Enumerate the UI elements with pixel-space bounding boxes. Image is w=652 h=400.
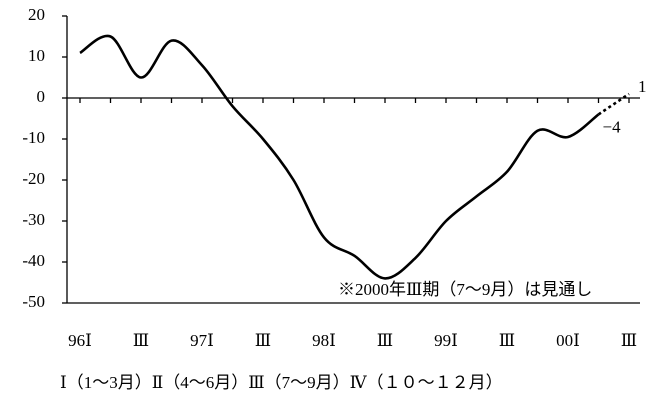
y-tick-label: 0: [37, 87, 46, 106]
x-tick-label: 97Ⅰ: [190, 331, 214, 350]
y-tick-label: -40: [22, 251, 45, 270]
x-tick-label: 00Ⅰ: [556, 331, 580, 350]
x-tick-label: Ⅲ: [133, 331, 149, 350]
x-tick-label: Ⅲ: [499, 331, 515, 350]
y-tick-label: -20: [22, 169, 45, 188]
y-tick-label: -50: [22, 292, 45, 311]
annotation: ※2000年Ⅲ期（7～9月）は見通し: [338, 280, 592, 299]
data-label: −4: [603, 117, 622, 136]
y-tick-label: -30: [22, 210, 45, 229]
x-tick-label: Ⅲ: [621, 331, 637, 350]
x-tick-label: 98Ⅰ: [312, 331, 336, 350]
x-tick-label: Ⅲ: [255, 331, 271, 350]
data-label: 1: [638, 77, 647, 96]
data-line: [79, 34, 600, 280]
x-tick-label: 99Ⅰ: [434, 331, 458, 350]
y-tick-label: 10: [28, 46, 45, 65]
data-line: [597, 92, 630, 116]
footnote: Ⅰ（1～3月）Ⅱ（4～6月）Ⅲ（7～9月）Ⅳ（１０～１２月）: [60, 373, 503, 392]
x-tick-label: Ⅲ: [377, 331, 393, 350]
y-tick-label: -10: [22, 128, 45, 147]
x-tick-label: 96Ⅰ: [68, 331, 92, 350]
y-tick-label: 20: [28, 5, 45, 24]
